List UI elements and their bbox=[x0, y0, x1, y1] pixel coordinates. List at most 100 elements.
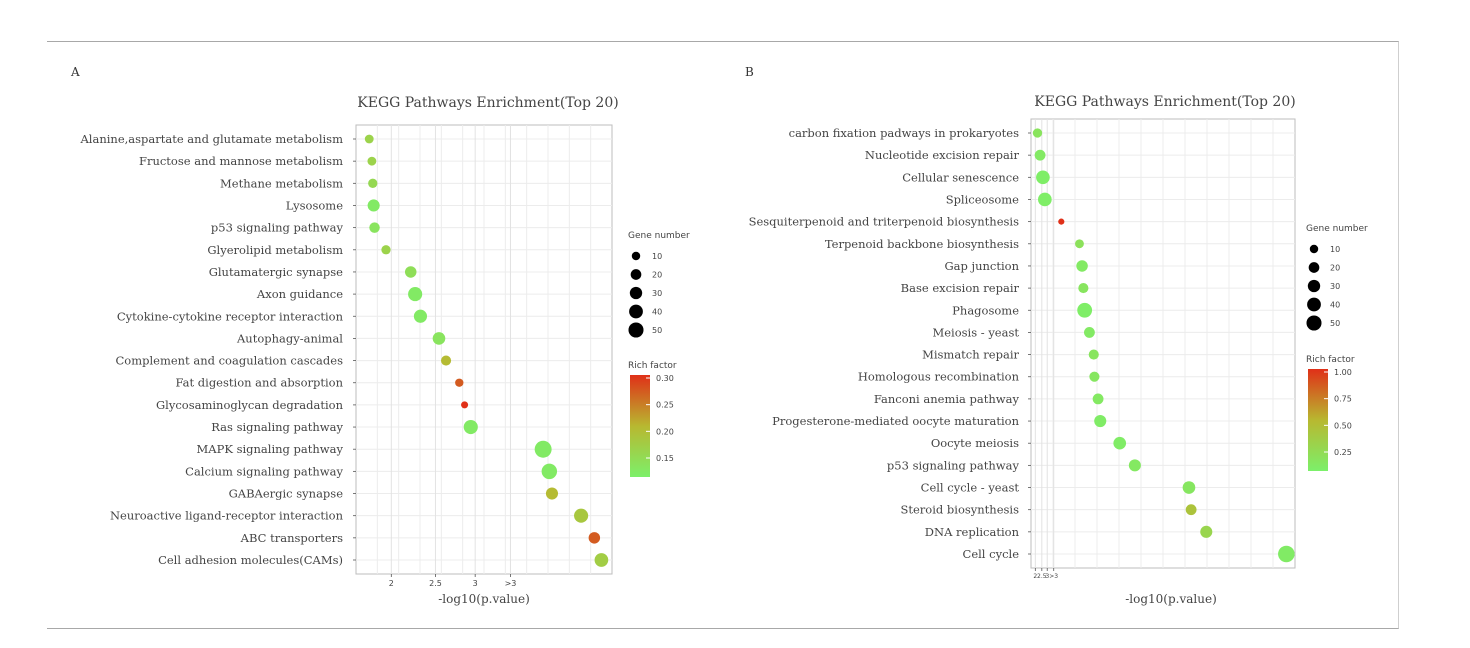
data-point bbox=[1182, 481, 1196, 494]
pathway-label: Fanconi anemia pathway bbox=[874, 392, 1020, 406]
color-legend-label: 0.25 bbox=[1334, 448, 1352, 457]
size-legend-dot bbox=[631, 251, 641, 261]
color-legend-title: Rich factor bbox=[1306, 355, 1355, 365]
pathway-label: DNA replication bbox=[925, 525, 1020, 539]
pathway-label: Cell cycle - yeast bbox=[921, 481, 1020, 495]
x-tick-label: 2.5 bbox=[429, 579, 442, 588]
pathway-label: Glyerolipid metabolism bbox=[207, 243, 343, 257]
pathway-label: Neuroactive ligand-receptor interaction bbox=[110, 509, 344, 523]
pathway-label: Autophagy-animal bbox=[236, 331, 343, 345]
data-point bbox=[1200, 525, 1213, 538]
color-legend-label: 0.75 bbox=[1334, 395, 1352, 404]
size-legend-label: 40 bbox=[652, 308, 662, 317]
x-axis-label: -log10(p.value) bbox=[1125, 592, 1217, 606]
data-point bbox=[534, 440, 552, 458]
pathway-label: Progesterone-mediated oocyte maturation bbox=[772, 414, 1019, 428]
data-point bbox=[1185, 504, 1197, 516]
data-point bbox=[367, 199, 380, 212]
size-legend-label: 40 bbox=[1330, 301, 1340, 310]
pathway-label: Glycosaminoglycan degradation bbox=[156, 398, 344, 412]
data-point bbox=[367, 156, 377, 166]
color-legend-label: 0.20 bbox=[656, 427, 674, 436]
data-point bbox=[574, 508, 589, 523]
data-point bbox=[1076, 260, 1088, 272]
panel-label-b: B bbox=[745, 65, 754, 79]
size-legend-label: 30 bbox=[1330, 282, 1340, 291]
pathway-label: Alanine,aspartate and glutamate metaboli… bbox=[79, 132, 343, 146]
data-point bbox=[1032, 128, 1043, 138]
size-legend-label: 20 bbox=[652, 271, 662, 280]
pathway-label: Complement and coagulation cascades bbox=[115, 354, 343, 368]
pathway-label: Lysosome bbox=[286, 198, 343, 212]
data-point bbox=[541, 463, 558, 480]
pathway-label: Cellular senescence bbox=[902, 170, 1019, 184]
data-point bbox=[368, 178, 378, 188]
data-point bbox=[408, 287, 423, 302]
x-tick-label: 2.5 bbox=[1037, 573, 1047, 580]
pathway-label: Steroid biosynthesis bbox=[900, 503, 1019, 517]
x-tick-label: 2 bbox=[1033, 573, 1037, 580]
data-point bbox=[461, 401, 469, 409]
color-legend-bar bbox=[630, 375, 650, 477]
data-point bbox=[1034, 149, 1046, 161]
data-point bbox=[381, 245, 391, 255]
data-point bbox=[1092, 393, 1104, 405]
panel-a: 2 2.5 3 >3 KEGG Pathways Enrichment(Top 20) -… bbox=[79, 95, 690, 606]
size-legend-title: Gene number bbox=[1306, 224, 1368, 234]
pathway-label: Cell adhesion molecules(CAMs) bbox=[158, 553, 343, 567]
data-point bbox=[1113, 436, 1127, 450]
chart-title: KEGG Pathways Enrichment(Top 20) bbox=[1034, 94, 1295, 110]
data-point bbox=[1089, 371, 1100, 382]
data-point bbox=[1077, 302, 1093, 318]
pathway-label: Gap junction bbox=[944, 259, 1019, 273]
pathway-label: Fructose and mannose metabolism bbox=[139, 154, 343, 168]
pathway-label: Spliceosome bbox=[946, 192, 1019, 206]
size-legend-dot bbox=[629, 304, 643, 319]
data-point bbox=[1075, 239, 1084, 249]
panel-b: 2 2.53 >3 KEGG Pathways Enrichment(Top 20) -… bbox=[749, 94, 1368, 606]
pathway-label: p53 signaling pathway bbox=[211, 221, 344, 235]
size-legend-dot bbox=[1307, 297, 1321, 312]
pathway-label: Sesquiterpenoid and triterpenoid biosynt… bbox=[749, 215, 1020, 229]
pathway-label: Meiosis - yeast bbox=[932, 325, 1019, 339]
pathway-label: carbon fixation padways in prokaryotes bbox=[789, 126, 1019, 140]
data-point bbox=[432, 332, 446, 345]
x-tick-label: 3 bbox=[1045, 573, 1049, 580]
color-legend-label: 1.00 bbox=[1334, 368, 1352, 377]
data-point bbox=[545, 487, 559, 500]
x-tick-label: >3 bbox=[1049, 573, 1058, 580]
color-legend-label: 0.50 bbox=[1334, 421, 1352, 430]
size-legend-label: 10 bbox=[652, 252, 662, 261]
pathway-label: Oocyte meiosis bbox=[931, 436, 1019, 450]
data-point bbox=[440, 355, 452, 366]
pathway-label: Cytokine-cytokine receptor interaction bbox=[117, 309, 344, 323]
pathway-label: ABC transporters bbox=[240, 531, 343, 545]
pathway-label: Mismatch repair bbox=[922, 348, 1019, 362]
size-legend-dot bbox=[1308, 262, 1320, 273]
size-legend-label: 20 bbox=[1330, 264, 1340, 273]
data-point bbox=[413, 309, 428, 323]
data-point bbox=[1036, 170, 1050, 185]
pathway-label: Methane metabolism bbox=[220, 176, 343, 190]
data-point bbox=[455, 378, 464, 387]
x-tick-label: >3 bbox=[505, 579, 517, 588]
pathway-label: Axon guidance bbox=[256, 287, 343, 301]
size-legend-dot bbox=[1307, 279, 1321, 293]
color-legend-label: 0.25 bbox=[656, 401, 674, 410]
size-legend-label: 30 bbox=[652, 289, 662, 298]
size-legend-dot bbox=[630, 269, 642, 280]
data-point bbox=[1058, 218, 1065, 225]
data-point bbox=[404, 266, 417, 278]
pathway-label: Ras signaling pathway bbox=[211, 420, 343, 434]
size-legend-label: 50 bbox=[652, 326, 662, 335]
size-legend-title: Gene number bbox=[628, 231, 690, 241]
pathway-label: Terpenoid backbone biosynthesis bbox=[825, 237, 1019, 251]
data-point bbox=[1094, 415, 1107, 428]
data-point bbox=[369, 222, 380, 233]
data-point bbox=[594, 553, 609, 567]
x-tick-label: 3 bbox=[473, 579, 478, 588]
color-legend-label: 0.30 bbox=[656, 374, 674, 383]
data-point bbox=[588, 532, 601, 544]
data-point bbox=[463, 419, 478, 435]
data-point bbox=[1088, 349, 1099, 360]
